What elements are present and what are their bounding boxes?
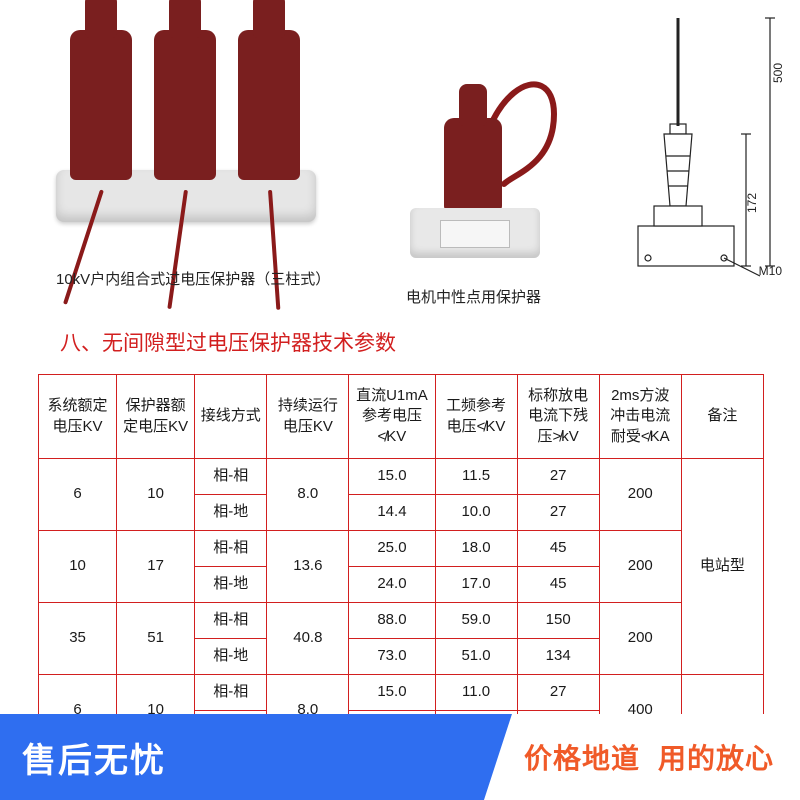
cell-nom: 134 — [517, 639, 599, 675]
cell-conn: 相-地 — [195, 567, 267, 603]
cell-conn: 相-相 — [195, 531, 267, 567]
cell-dc: 24.0 — [349, 567, 435, 603]
product-image-three-column — [56, 10, 316, 280]
dimension-m10: M10 — [759, 264, 782, 278]
cell-2ms: 200 — [599, 603, 681, 675]
cell-pf: 51.0 — [435, 639, 517, 675]
cell-note: 电站型 — [681, 459, 763, 675]
th-prot: 保护器额定电压KV — [117, 375, 195, 459]
cell-conn: 相-相 — [195, 459, 267, 495]
banner-right-text-2: 用的放心 — [658, 737, 774, 777]
product-images-strip: 10kV户内组合式过电压保护器（三柱式） 电机中性点用保护器 — [0, 0, 800, 305]
cell-conn: 相-相 — [195, 675, 267, 711]
dimension-172: 172 — [745, 193, 759, 213]
drawing-svg — [620, 6, 790, 296]
cell-cont: 8.0 — [267, 459, 349, 531]
product-image-neutral-point — [380, 14, 580, 294]
cell-dc: 15.0 — [349, 459, 435, 495]
caption-mid: 电机中性点用保护器 — [406, 286, 541, 307]
cell-pf: 11.5 — [435, 459, 517, 495]
cell-pf: 59.0 — [435, 603, 517, 639]
cell-conn: 相-地 — [195, 639, 267, 675]
cell-pf: 11.0 — [435, 675, 517, 711]
table-row: 610相-相8.015.011.027400 — [39, 675, 764, 711]
bushing-2 — [154, 30, 216, 180]
cell-prot: 10 — [117, 459, 195, 531]
cell-nom: 27 — [517, 675, 599, 711]
bushing-1 — [70, 30, 132, 180]
cell-2ms: 200 — [599, 459, 681, 531]
cell-conn: 相-相 — [195, 603, 267, 639]
cell-dc: 14.4 — [349, 495, 435, 531]
cell-pf: 17.0 — [435, 567, 517, 603]
cell-pf: 18.0 — [435, 531, 517, 567]
th-pf: 工频参考电压≮KV — [435, 375, 517, 459]
cell-prot: 51 — [117, 603, 195, 675]
cell-nom: 27 — [517, 459, 599, 495]
technical-drawing: 500 172 M10 — [620, 6, 790, 296]
th-conn: 接线方式 — [195, 375, 267, 459]
cell-nom: 27 — [517, 495, 599, 531]
section-title: 八、无间隙型过电压保护器技术参数 — [60, 327, 396, 357]
cell-2ms: 200 — [599, 531, 681, 603]
banner-right-block: 价格地道 用的放心 — [484, 714, 800, 800]
cell-cont: 13.6 — [267, 531, 349, 603]
table-row: 610相-相8.015.011.527200电站型 — [39, 459, 764, 495]
th-note: 备注 — [681, 375, 763, 459]
table-row: 1017相-相13.625.018.045200 — [39, 531, 764, 567]
page-root: 10kV户内组合式过电压保护器（三柱式） 电机中性点用保护器 — [0, 0, 800, 800]
cell-nom: 45 — [517, 567, 599, 603]
promo-banner: 售后无忧 价格地道 用的放心 — [0, 714, 800, 800]
cell-sys: 35 — [39, 603, 117, 675]
cell-sys: 10 — [39, 531, 117, 603]
bushing-single — [444, 118, 502, 212]
table-row: 3551相-相40.888.059.0150200 — [39, 603, 764, 639]
cell-dc: 88.0 — [349, 603, 435, 639]
cell-dc: 25.0 — [349, 531, 435, 567]
th-sys: 系统额定电压KV — [39, 375, 117, 459]
th-dc: 直流U1mA参考电压≮KV — [349, 375, 435, 459]
cell-pf: 10.0 — [435, 495, 517, 531]
th-cont: 持续运行电压KV — [267, 375, 349, 459]
cell-conn: 相-地 — [195, 495, 267, 531]
cell-nom: 45 — [517, 531, 599, 567]
cell-dc: 15.0 — [349, 675, 435, 711]
cell-sys: 6 — [39, 459, 117, 531]
bushing-3 — [238, 30, 300, 180]
nameplate — [440, 220, 510, 248]
banner-left-text: 售后无忧 — [0, 733, 166, 782]
th-nom: 标称放电电流下残压≯kV — [517, 375, 599, 459]
cell-cont: 40.8 — [267, 603, 349, 675]
th-2ms: 2ms方波冲击电流耐受≮KA — [599, 375, 681, 459]
banner-right-text-1: 价格地道 — [524, 737, 640, 777]
caption-left: 10kV户内组合式过电压保护器（三柱式） — [56, 268, 330, 289]
table-header-row: 系统额定电压KV 保护器额定电压KV 接线方式 持续运行电压KV 直流U1mA参… — [39, 375, 764, 459]
cell-prot: 17 — [117, 531, 195, 603]
dimension-500: 500 — [771, 63, 785, 83]
cell-nom: 150 — [517, 603, 599, 639]
cell-dc: 73.0 — [349, 639, 435, 675]
